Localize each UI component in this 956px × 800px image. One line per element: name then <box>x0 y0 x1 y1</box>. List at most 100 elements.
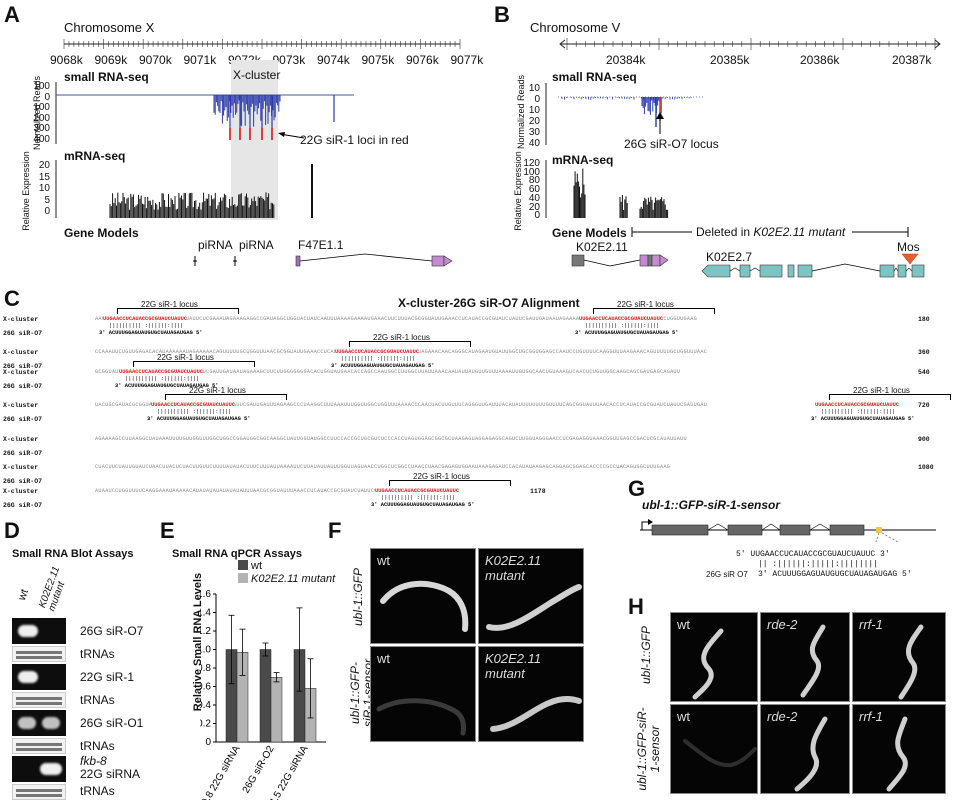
panel-a-mrna-track <box>55 160 313 218</box>
target-site-red: UUGAACCUCAUACCGCGUAUCUAUUC <box>375 488 460 494</box>
panel-d-title: Small RNA Blot Assays <box>12 548 134 560</box>
locus-bracket <box>117 308 239 314</box>
panel-b-tick-2: 20386k <box>800 53 840 67</box>
panel-b-smallrna-title: small RNA-seq <box>552 70 637 84</box>
position-number: 900 <box>918 436 930 443</box>
blot-label-trna-1: tRNAs <box>80 647 115 661</box>
match-lines: |||||||||| :||||||:|||| <box>109 323 184 329</box>
panel-a-smallrna-title: small RNA-seq <box>64 70 149 84</box>
row-label-xcluster: X-cluster <box>3 402 39 409</box>
panel-b-smallrna-yticks: 10 0 10 20 30 40 <box>528 83 540 149</box>
mos-insertion-icon <box>901 253 919 265</box>
match-lines: |||||||||| :||||||:|||| <box>341 356 416 362</box>
panel-f-row-label-1: ubl-1::GFP <box>351 567 365 627</box>
locus-label: 22G siR-1 locus <box>189 386 246 395</box>
blot-trna-1 <box>12 646 66 662</box>
locus-bracket <box>829 394 951 400</box>
panel-h-image-3: rrf-1 <box>852 612 946 702</box>
row-label-sirna: 26G siR-O7 <box>3 450 43 457</box>
target-site-red: UUGAACCUCAUACCGCGUAUCUAUUC <box>151 402 236 408</box>
blot-label-trna-2: tRNAs <box>80 693 115 707</box>
blot-26g-siR-O7 <box>12 618 66 644</box>
target-site-red: UUGAACCUCAUACCGCGUAUCUAUUC <box>815 402 900 408</box>
qpcr-chart: 0 0.2 0.4 0.6 0.8 1.0 1.2 1.4 1.6 B0250.8 22G siR… <box>200 589 326 800</box>
row-label-sirna: 26G siR-O7 <box>3 330 43 337</box>
x-cluster-label: X-cluster <box>233 68 281 82</box>
lane-mutant: K02E2.11 mutant <box>37 565 68 613</box>
target-site-red: UUGAACCUCAUACCGCGUAUCUAUUC <box>579 316 664 322</box>
panel-label-c: C <box>4 286 20 311</box>
target-site-red: UUGAACCUCAUACCGCGUAUCUAUUC <box>119 369 204 375</box>
legend-wt: wt <box>238 560 262 572</box>
row-label-xcluster: X-cluster <box>3 464 39 471</box>
row-label-xcluster: X-cluster <box>3 349 39 356</box>
panel-a-tick-3: 9071k <box>183 53 217 67</box>
blot-label-22g-siR-1: 22G siR-1 <box>80 670 135 684</box>
y-tick-label: 0 <box>205 737 211 748</box>
panel-a-gene-models-track <box>193 253 453 267</box>
sirna-aligned: 3′ ACUUUGGAGUAUGUGCUAUAGAUGAG 5′ <box>575 330 679 336</box>
sensor-construct <box>640 519 936 543</box>
xcluster-sequence: AUAAUCCUGGUUUUCAAGGAAAUAAAAACAUAUAUAUAUA… <box>95 488 412 494</box>
panel-f-image-4: K02E2.11 mutant <box>478 646 584 742</box>
panel-a-annotation: 22G siR-1 loci in red <box>300 133 409 147</box>
xcluster-sequence: UACUGCGAUACGCGGUAUUGAACACGUCAUACCGCGUAUC… <box>95 402 708 408</box>
row-label-sirna: 26G siR-O7 <box>3 363 43 370</box>
panel-a-mrna-yticks: 20 15 10 5 0 <box>38 160 50 217</box>
locus-bracket <box>389 480 511 486</box>
bar-wt <box>259 649 272 743</box>
target-site-red: UUGAACCUCAUACCGCGUAUCUAUUC <box>103 316 188 322</box>
target-site-icon <box>876 527 882 533</box>
panel-label-g: G <box>628 476 646 501</box>
panel-a-tick-9: 9077k <box>450 53 484 67</box>
y-tick-label: 1.4 <box>200 608 211 619</box>
panel-a-ruler <box>63 39 461 49</box>
panel-f-image-3: wt <box>370 646 476 742</box>
row-label-xcluster: X-cluster <box>3 369 39 376</box>
panel-b-ruler <box>559 38 941 50</box>
match-lines: |||||||||| :||||||:|||| <box>585 323 660 329</box>
xcluster-sequence: AGAAAAGCCUUAAGGCUAUAAAUUUUGUUGGUUUGGCUGG… <box>95 436 687 442</box>
panel-c-title: X-cluster-26G siR-O7 Alignment <box>398 296 580 310</box>
position-number: 180 <box>918 316 930 323</box>
match-lines: |||||||||| :||||||:|||| <box>821 409 896 415</box>
panel-label-f: F <box>328 518 342 543</box>
k02e2-11-gene-model <box>571 254 669 267</box>
panel-label-e: E <box>160 518 175 543</box>
sensor-sirna-seq: 3′ ACUUUGGAGUAUGUGCUAUAGAUGAG 5′ <box>758 570 912 579</box>
sirna-aligned: 3′ ACUUUGGAGUAUGUGCUAUAGAUGAG 5′ <box>147 416 251 422</box>
y-tick-label: 1.0 <box>200 645 211 656</box>
panel-h-image-1: wt <box>670 612 758 702</box>
panel-h-image-5: rde-2 <box>760 704 850 794</box>
blot-trna-4 <box>12 784 66 800</box>
locus-bracket <box>133 361 255 367</box>
position-number: 540 <box>918 369 930 376</box>
sensor-sirna-label: 26G siR O7 <box>706 570 748 579</box>
panel-a-tick-8: 9076k <box>406 53 439 67</box>
panel-h-image-2: rde-2 <box>760 612 850 702</box>
panel-b-mrna-track <box>545 160 669 218</box>
legend-wt-swatch <box>238 560 248 570</box>
xcluster-sequence: AACGCUUCUCACCUCAUACCGCGUAUCUAUUCUCGAAAUA… <box>95 316 697 322</box>
blot-label-26g-siR-O1: 26G siR-O1 <box>80 716 144 730</box>
panel-a-tick-7: 9075k <box>361 53 395 67</box>
mos-label: Mos <box>897 240 920 254</box>
row-label-xcluster: X-cluster <box>3 436 39 443</box>
panel-h-image-6: rrf-1 <box>852 704 946 794</box>
panel-h-image-4: wt <box>670 704 758 794</box>
x-cluster-highlight <box>231 60 278 220</box>
blot-22g-siR-1 <box>12 664 66 690</box>
locus-bracket <box>593 308 715 314</box>
lane-wt: wt <box>16 587 32 603</box>
sensor-target-seq: 5′ UUGAACCUCAUACCGCGUAUCUAUUC 3′ <box>736 550 890 559</box>
match-lines: |||||||||| :||||||:|||| <box>157 409 232 415</box>
panel-label-b: B <box>494 2 510 27</box>
panel-a-smallrna-track <box>55 82 354 144</box>
panel-b-chromosome: Chromosome V <box>530 20 621 35</box>
panel-f-image-1: wt <box>370 548 476 644</box>
y-tick-label: 0.8 <box>200 663 211 674</box>
blot-label-fkb-8: fkb-8 <box>80 754 107 768</box>
y-tick-label: 0.6 <box>200 682 211 693</box>
panel-b-tick-1: 20385k <box>710 53 750 67</box>
k02e2-7-label: K02E2.7 <box>706 250 753 264</box>
